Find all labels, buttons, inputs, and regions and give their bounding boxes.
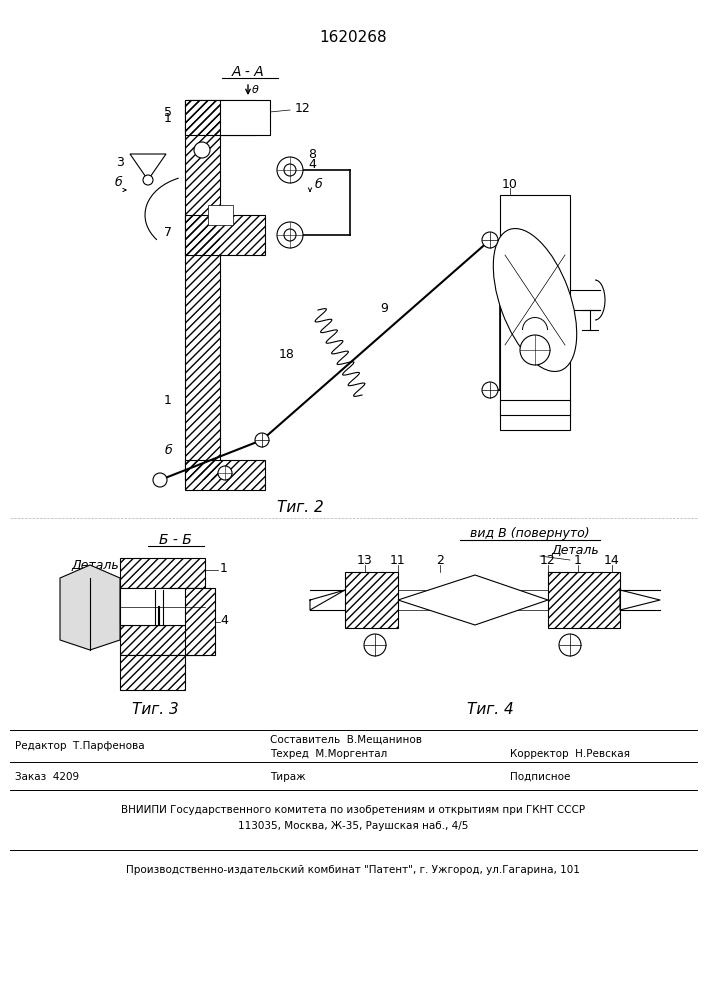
Text: 10: 10 [502,178,518,192]
Bar [120,625,205,655]
Text: 2: 2 [436,554,444,566]
Bar [500,400,570,415]
Text: 11: 11 [390,554,406,566]
Circle shape [520,335,550,365]
Circle shape [194,142,210,158]
Circle shape [559,634,581,656]
Text: ВНИИПИ Государственного комитета по изобретениям и открытиям при ГКНТ СССР: ВНИИПИ Государственного комитета по изоб… [121,805,585,815]
Bar [185,460,265,490]
Bar [548,572,620,628]
Text: 14: 14 [604,554,620,566]
Text: Корректор  Н.Ревская: Корректор Н.Ревская [510,749,630,759]
Bar [120,558,205,588]
Text: 12: 12 [540,554,556,566]
Text: б: б [314,178,322,192]
Bar [185,100,255,135]
Circle shape [284,164,296,176]
Text: Техред  М.Моргентал: Техред М.Моргентал [270,749,387,759]
Text: 1: 1 [164,111,172,124]
Circle shape [255,433,269,447]
Bar [185,100,220,480]
Circle shape [153,473,167,487]
Text: 9: 9 [380,302,388,314]
Bar [345,572,398,628]
Text: 4: 4 [308,158,316,172]
Bar [120,655,185,690]
Text: Заказ  4209: Заказ 4209 [15,772,79,782]
Polygon shape [398,575,548,625]
Bar [185,588,215,655]
Text: Б - Б: Б - Б [158,533,192,547]
Text: θ: θ [252,85,259,95]
Bar [220,100,270,135]
Ellipse shape [493,229,577,371]
Text: Тираж: Тираж [270,772,305,782]
Circle shape [277,157,303,183]
Circle shape [482,382,498,398]
Bar [120,588,205,625]
Bar [185,215,265,255]
Text: б: б [164,444,172,456]
Text: 1: 1 [574,554,582,566]
Text: Производственно-издательский комбинат "Патент", г. Ужгород, ул.Гагарина, 101: Производственно-издательский комбинат "П… [126,865,580,875]
Bar [120,558,205,588]
Bar [345,572,398,628]
Bar [185,100,220,480]
Text: Деталь: Деталь [71,558,119,572]
Text: 1: 1 [164,393,172,406]
Text: 5: 5 [164,105,172,118]
Circle shape [218,466,232,480]
Text: 13: 13 [357,554,373,566]
Text: Τиг. 2: Τиг. 2 [276,500,323,516]
Text: вид В (повернуто): вид В (повернуто) [470,526,590,540]
Circle shape [143,175,153,185]
Circle shape [364,634,386,656]
Bar [120,655,185,690]
Bar [548,572,620,628]
Bar [185,460,265,490]
Bar [185,588,215,655]
Text: 1620268: 1620268 [319,30,387,45]
Text: Деталь: Деталь [551,544,599,556]
Text: 18: 18 [279,349,295,361]
Bar [500,195,570,430]
Text: 4: 4 [220,613,228,626]
Polygon shape [130,154,166,180]
Bar [185,100,255,135]
Polygon shape [60,565,120,650]
Circle shape [284,229,296,241]
Text: А - А: А - А [232,65,264,79]
Text: 113035, Москва, Ж-35, Раушская наб., 4/5: 113035, Москва, Ж-35, Раушская наб., 4/5 [238,821,468,831]
Text: 3: 3 [116,155,124,168]
Text: Τиг. 4: Τиг. 4 [467,702,513,718]
Text: 8: 8 [308,147,316,160]
Bar [120,625,205,655]
Text: 7: 7 [164,227,172,239]
Text: б: б [114,176,122,190]
Text: 1: 1 [220,562,228,574]
Bar [208,205,233,225]
Bar [185,215,265,255]
Text: Редактор  Т.Парфенова: Редактор Т.Парфенова [15,741,145,751]
Circle shape [277,222,303,248]
Text: 12: 12 [295,102,311,114]
Text: Подписное: Подписное [510,772,571,782]
Text: Τиг. 3: Τиг. 3 [132,702,178,718]
Text: Составитель  В.Мещанинов: Составитель В.Мещанинов [270,735,422,745]
Circle shape [482,232,498,248]
